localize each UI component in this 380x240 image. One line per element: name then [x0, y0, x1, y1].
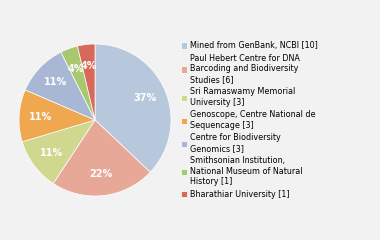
Wedge shape: [61, 46, 95, 120]
Text: 11%: 11%: [40, 148, 63, 158]
Wedge shape: [53, 120, 150, 196]
Text: 11%: 11%: [44, 78, 67, 87]
Text: 22%: 22%: [90, 169, 113, 179]
Wedge shape: [22, 120, 95, 184]
Text: 4%: 4%: [81, 61, 97, 71]
Text: 37%: 37%: [134, 93, 157, 103]
Text: 11%: 11%: [29, 112, 52, 122]
Wedge shape: [25, 52, 95, 120]
Wedge shape: [95, 44, 171, 172]
Legend: Mined from GenBank, NCBI [10], Paul Hebert Centre for DNA
Barcoding and Biodiver: Mined from GenBank, NCBI [10], Paul Hebe…: [180, 41, 318, 199]
Text: 4%: 4%: [68, 64, 84, 74]
Wedge shape: [19, 90, 95, 142]
Wedge shape: [78, 44, 95, 120]
